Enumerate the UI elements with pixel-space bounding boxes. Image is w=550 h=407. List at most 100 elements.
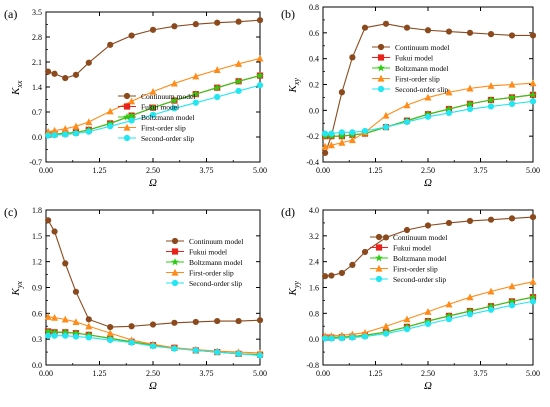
data-point-series-0 (62, 260, 69, 267)
panel-c: 0.0 0.3 0.6 0.9 1.2 1.5 1.8 0.00 1.25 2.50 3.75 5.0… (4, 205, 267, 392)
data-point-series-4 (508, 302, 516, 309)
legend-marker (375, 244, 383, 251)
data-point-series-0 (487, 216, 495, 223)
legend-marker (123, 103, 131, 110)
legend-marker (171, 257, 179, 266)
data-point-series-4 (149, 111, 157, 118)
data-point-series-2 (234, 77, 243, 85)
x-axis-label: Ω (149, 177, 157, 189)
data-point-series-2 (213, 83, 222, 92)
x-tick-label: 0.00 (39, 166, 53, 175)
legend-label: Continuum model (141, 92, 195, 101)
data-point-series-4 (382, 330, 390, 337)
y-tick-label: 1.8 (32, 206, 42, 215)
data-point-series-4 (128, 339, 135, 346)
data-point-series-0 (361, 24, 369, 31)
data-point-series-3 (44, 313, 52, 320)
y-tick-label: 0.7 (32, 108, 42, 117)
panel-label: (b) (281, 7, 295, 21)
data-point-series-0 (322, 149, 329, 157)
data-point-series-2 (61, 328, 70, 336)
data-point-series-0 (403, 24, 411, 31)
y-tick-label: -0.2 (306, 132, 319, 141)
y-axis-label-subscript: xx (15, 80, 24, 89)
legend-label: Continuum model (189, 237, 243, 246)
data-point-series-3 (424, 308, 432, 315)
data-point-series-2 (466, 306, 474, 315)
data-point-series-3 (51, 313, 59, 321)
x-tick-label: 2.50 (146, 369, 160, 378)
y-tick-label: 0.4 (309, 55, 319, 64)
data-point-series-0 (149, 321, 157, 328)
x-tick-label: 0.00 (39, 369, 53, 378)
data-point-series-0 (349, 261, 356, 268)
data-point-series-2 (127, 111, 136, 119)
data-point-series-4 (361, 127, 369, 135)
panel-d: -0.8 0.0 0.8 1.6 2.4 3.2 4.0 0.00 1.25 2.50 3.75 5.… (281, 205, 540, 392)
data-point-series-0 (322, 273, 329, 280)
data-point-series-3 (403, 315, 411, 323)
legend-label: Fukui model (395, 54, 433, 63)
y-tick-label: 1.5 (32, 232, 42, 241)
data-point-series-4 (171, 105, 178, 112)
data-point-series-4 (445, 316, 453, 323)
legend-label: Boltzmann model (141, 113, 195, 122)
legend-marker (375, 264, 383, 272)
y-tick-label: 1.6 (309, 284, 319, 293)
data-point-series-4 (403, 326, 411, 333)
data-point-series-0 (403, 226, 411, 234)
data-point-series-4 (62, 131, 69, 138)
data-point-series-2 (170, 96, 179, 104)
data-point-series-3 (213, 66, 221, 73)
data-point-series-4 (192, 99, 199, 106)
x-tick-label: 3.75 (474, 369, 488, 378)
data-point-series-3 (72, 318, 80, 326)
legend-label: Second-order slip (141, 134, 194, 143)
data-point-series-4 (529, 298, 537, 305)
data-point-series-4 (45, 132, 52, 139)
data-point-series-4 (349, 129, 356, 136)
data-point-series-3 (338, 138, 346, 146)
x-tick-label: 5.00 (526, 369, 540, 378)
legend-label: Boltzmann model (393, 254, 447, 263)
data-point-series-4 (338, 129, 345, 136)
data-point-series-4 (235, 350, 242, 357)
data-point-series-2 (149, 103, 157, 112)
legend-label: First-order slip (141, 124, 186, 133)
data-point-series-0 (349, 54, 356, 61)
data-point-series-4 (328, 335, 335, 342)
data-point-series-2 (508, 297, 516, 305)
data-point-series-4 (349, 334, 356, 341)
data-point-series-3 (85, 118, 93, 126)
data-point-series-0 (72, 288, 80, 295)
x-tick-label: 1.25 (93, 166, 107, 175)
x-axis-label: Ω (424, 380, 432, 392)
legend-label: First-order slip (393, 265, 438, 274)
data-point-series-0 (424, 222, 432, 229)
legend-marker (377, 74, 385, 82)
data-point-series-0 (171, 319, 178, 326)
y-tick-label: 2.8 (32, 33, 42, 42)
x-tick-label: 1.25 (93, 369, 107, 378)
data-point-series-0 (338, 269, 345, 277)
data-point-series-4 (107, 123, 114, 130)
y-tick-label: 1.2 (32, 258, 42, 267)
data-point-series-4 (256, 82, 264, 89)
legend-label: Boltzmann model (395, 64, 449, 73)
data-point-series-2 (445, 104, 453, 113)
legend-marker (377, 85, 385, 93)
data-point-series-3 (235, 60, 243, 67)
y-tick-label: 0.6 (309, 29, 319, 38)
data-point-series-3 (382, 322, 390, 330)
data-point-series-3 (529, 79, 537, 87)
y-tick-label: 0.6 (32, 309, 42, 318)
legend-label: Second-order slip (393, 275, 446, 284)
data-point-series-4 (51, 132, 58, 139)
data-point-series-4 (508, 100, 516, 107)
legend-marker (171, 237, 179, 245)
data-point-series-4 (128, 117, 135, 124)
data-point-series-0 (107, 41, 114, 48)
data-point-series-0 (85, 59, 92, 66)
